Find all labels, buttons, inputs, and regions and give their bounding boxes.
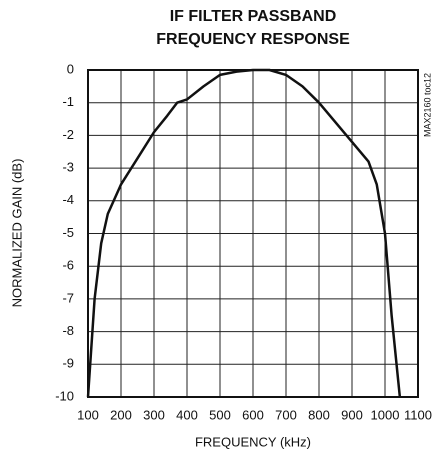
y-tick-label: -10: [55, 388, 74, 403]
y-tick-label: -7: [62, 290, 74, 305]
chart-title: IF FILTER PASSBAND: [170, 8, 337, 25]
x-tick-label: 800: [308, 407, 330, 422]
y-tick-label: -6: [62, 258, 74, 273]
x-tick-label: 200: [110, 407, 132, 422]
x-tick-label: 1100: [404, 407, 432, 422]
y-tick-label: -3: [62, 160, 74, 175]
x-tick-label: 500: [209, 407, 231, 422]
x-tick-label: 400: [176, 407, 198, 422]
x-tick-label: 300: [143, 407, 165, 422]
data-line: [86, 68, 402, 398]
side-note: MAX2160 toc12: [422, 73, 432, 137]
y-tick-label: -2: [62, 127, 74, 142]
x-tick-label: 1000: [371, 407, 400, 422]
y-tick-label: -5: [62, 225, 74, 240]
x-tick-label: 600: [242, 407, 264, 422]
x-tick-label: 100: [77, 407, 99, 422]
y-tick-label: -1: [62, 94, 74, 109]
y-axis-label: NORMALIZED GAIN (dB): [9, 159, 24, 308]
x-tick-label: 900: [341, 407, 363, 422]
y-tick-label: -4: [62, 192, 74, 207]
y-tick-label: -8: [62, 323, 74, 338]
chart-title: FREQUENCY RESPONSE: [156, 31, 350, 48]
y-tick-label: 0: [67, 61, 74, 76]
y-tick-label: -9: [62, 356, 74, 371]
x-tick-label: 700: [275, 407, 297, 422]
x-axis-label: FREQUENCY (kHz): [195, 434, 311, 449]
